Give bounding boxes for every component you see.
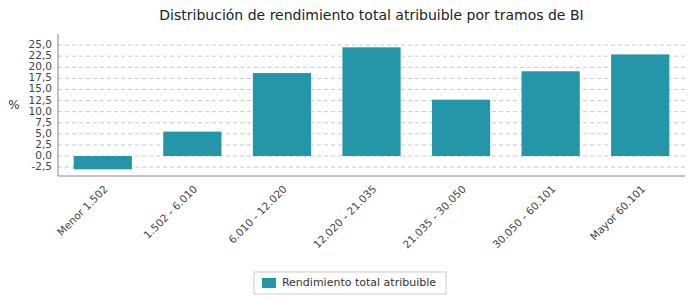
x-tick-label: Menor 1.502 (54, 183, 109, 238)
bar (522, 71, 580, 156)
y-tick-label: 15,0 (29, 82, 52, 94)
legend-swatch (262, 278, 276, 288)
x-tick-label: 6.010 - 12.020 (226, 183, 289, 246)
y-tick-label: 12,5 (29, 94, 52, 106)
y-axis-line (58, 34, 59, 176)
bar (253, 73, 311, 156)
bar (163, 132, 221, 156)
x-tick-label: Mayor 60.101 (588, 183, 648, 243)
bar (611, 54, 669, 156)
y-tick-label: 2,5 (35, 138, 52, 150)
bar (432, 100, 490, 156)
chart: Distribución de rendimiento total atribu… (0, 0, 700, 300)
legend: Rendimiento total atribuible (254, 272, 446, 294)
bars (74, 47, 670, 169)
y-tick-label: 22,5 (29, 49, 52, 61)
x-axis-line (58, 176, 685, 177)
x-tick-label: 1.502 - 6.010 (141, 183, 199, 241)
x-tick-label: 12.020 - 21.035 (311, 183, 379, 251)
x-tick-label: 21.035 - 30.050 (400, 183, 468, 251)
y-tick-label: 10,0 (29, 105, 52, 117)
bar (342, 47, 400, 156)
title: Distribución de rendimiento total atribu… (159, 7, 583, 23)
chart-container: Distribución de rendimiento total atribu… (0, 0, 700, 300)
grid-line (58, 167, 685, 168)
y-tick-label: 5,0 (35, 127, 52, 139)
y-tick-label: 0,0 (35, 149, 52, 161)
legend-label: Rendimiento total atribuible (282, 276, 436, 289)
y-axis-label: % (8, 98, 19, 112)
y-tick-label: -2,5 (32, 160, 53, 172)
y-tick-label: 17,5 (29, 71, 52, 83)
y-tick-label: 7,5 (35, 116, 52, 128)
x-tick-label: 30.050 - 60.101 (490, 183, 558, 251)
bar (74, 156, 132, 169)
grid (58, 45, 685, 167)
legend-box (254, 272, 446, 294)
grid-line (58, 45, 685, 46)
y-tick-label: 25,0 (29, 38, 52, 50)
y-tick-label: 20,0 (29, 60, 52, 72)
